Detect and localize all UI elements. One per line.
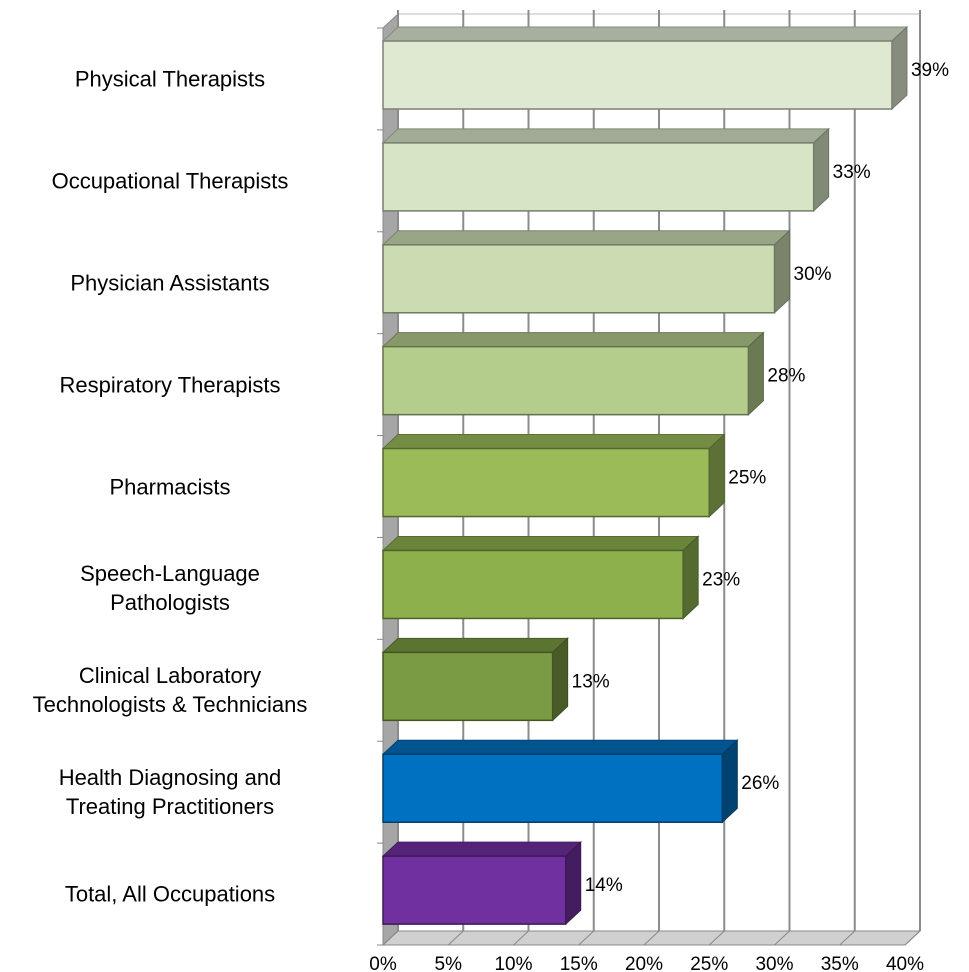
bar-top [381, 841, 582, 857]
data-label: 23% [702, 569, 740, 590]
bar [382, 142, 815, 212]
x-tick-label: 15% [560, 954, 598, 972]
data-label: 30% [794, 264, 832, 285]
bar-top [381, 332, 765, 348]
x-tick-label: 40% [886, 954, 924, 972]
data-label: 14% [585, 875, 623, 896]
floor-line [839, 930, 856, 946]
bar [382, 855, 567, 925]
bar-top [381, 230, 791, 246]
floor-line [708, 930, 725, 946]
x-tick-label: 25% [690, 954, 728, 972]
bar [382, 345, 750, 416]
bar [382, 447, 710, 518]
y-tick-label: Respiratory Therapists [59, 372, 281, 398]
y-tick-label: Speech-Language Pathologists [80, 561, 260, 616]
y-tick-label: Physician Assistants [70, 270, 270, 296]
y-tick-label: Clinical Laboratory Technologists & Tech… [32, 663, 308, 718]
floor-line [447, 930, 464, 946]
y-tick-label: Pharmacists [109, 474, 231, 499]
floor-line [513, 930, 529, 946]
bar-side [721, 739, 738, 824]
x-tick-label: 35% [821, 954, 859, 972]
floor-line [643, 930, 660, 946]
data-label: 28% [767, 366, 805, 387]
x-tick-label: 0% [369, 954, 397, 972]
floor-line [904, 930, 921, 946]
y-tick-label: Total, All Occupations [64, 881, 276, 907]
y-tick-label: Health Diagnosing and Treating Practitio… [58, 765, 282, 820]
bar [382, 40, 893, 110]
bar-top [381, 637, 569, 653]
bar-side [813, 127, 830, 213]
bar-top [381, 739, 739, 755]
data-label: 26% [741, 773, 779, 794]
x-tick-label: 10% [494, 954, 532, 972]
bar-top [381, 128, 830, 144]
bar [382, 651, 554, 722]
bar-top [381, 26, 909, 42]
floor-line [578, 930, 595, 946]
floor-line [382, 930, 399, 946]
y-tick-label: Physical Therapists [74, 66, 266, 92]
bar-side [552, 637, 569, 722]
data-label: 25% [728, 468, 766, 489]
bar-top [381, 535, 700, 551]
data-label: 39% [911, 60, 949, 81]
bar-side [891, 25, 908, 111]
floor-line [774, 930, 790, 946]
bar-top [381, 434, 726, 450]
bar [382, 244, 776, 314]
bar [382, 549, 684, 620]
x-tick-label: 30% [755, 954, 793, 972]
bar-side [565, 840, 582, 926]
bar-side [747, 331, 764, 416]
y-tick-label: Occupational Therapists [51, 168, 289, 194]
bar-side [682, 535, 699, 620]
data-label: 13% [572, 671, 610, 692]
bar-side [708, 433, 725, 518]
x-tick-label: 5% [435, 954, 463, 972]
data-label: 33% [833, 162, 871, 183]
x-tick-label: 20% [625, 954, 663, 972]
bar-side [774, 229, 790, 314]
bar [382, 753, 724, 823]
